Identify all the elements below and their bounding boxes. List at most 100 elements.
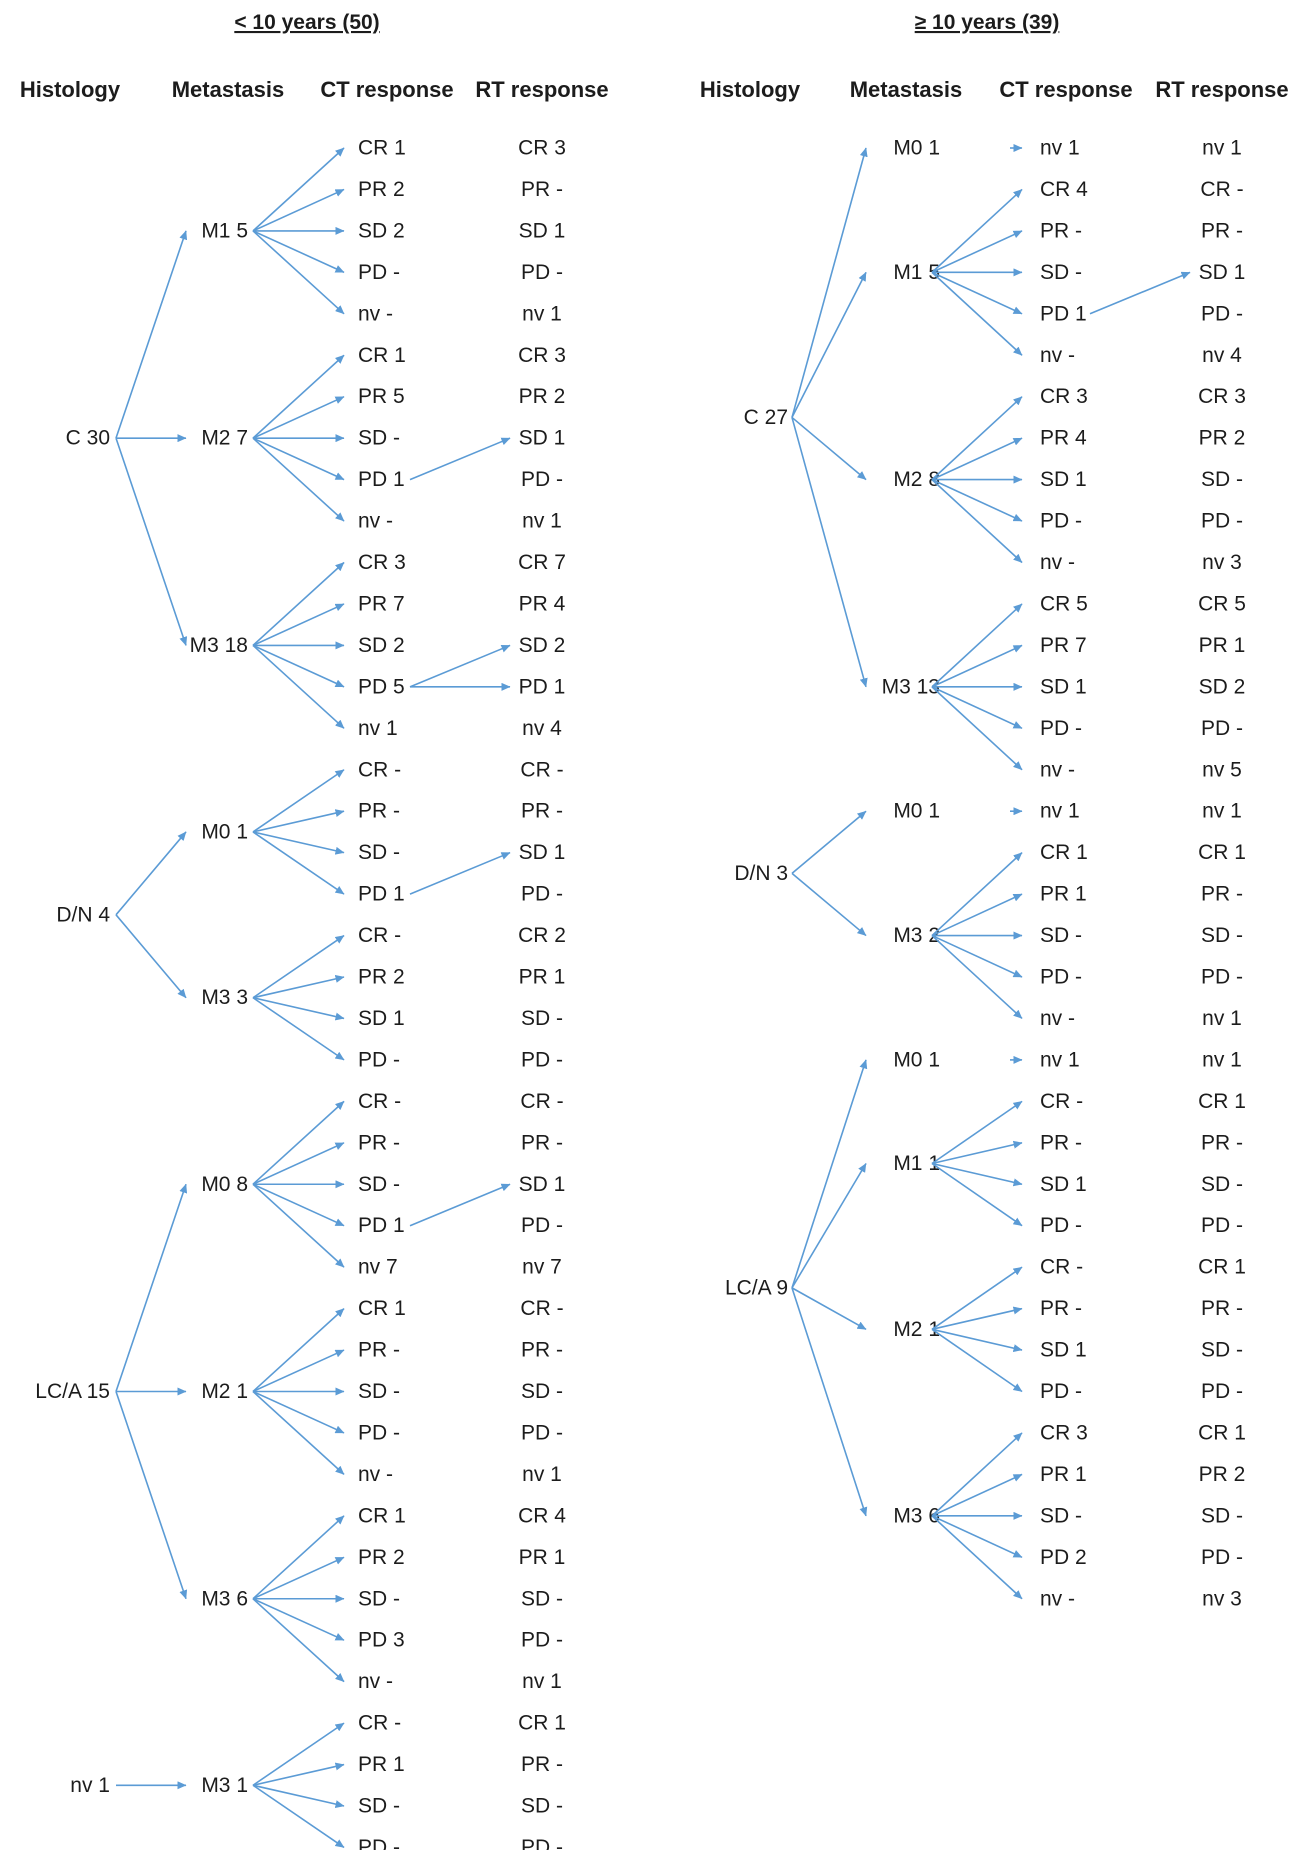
rt-response-node: nv 1 xyxy=(1202,1007,1242,1030)
metastasis-node: M3 3 xyxy=(201,986,248,1009)
arrow-left-metastasis-to-ct xyxy=(252,1183,345,1268)
rt-response-node: PR - xyxy=(1201,219,1243,242)
rt-response-node: nv 5 xyxy=(1202,758,1242,781)
ct-response-node: CR 1 xyxy=(358,1504,406,1527)
arrow-left-ct-to-rt xyxy=(409,851,511,895)
arrow-right-metastasis-to-ct xyxy=(931,934,1023,978)
arrow-left-metastasis-to-ct xyxy=(252,831,345,855)
metastasis-node: M3 18 xyxy=(190,634,248,657)
arrow-right-metastasis-to-ct xyxy=(931,852,1023,937)
arrow-right-metastasis-to-ct xyxy=(931,1328,1023,1353)
rt-response-node: CR 1 xyxy=(1198,1421,1246,1444)
arrow-right-metastasis-to-ct xyxy=(931,1162,1023,1187)
arrow-left-metastasis-to-ct xyxy=(252,1142,345,1185)
ct-response-node: nv - xyxy=(358,510,393,533)
ct-response-node: PD 5 xyxy=(358,675,405,698)
rt-response-node: nv 1 xyxy=(522,510,562,533)
arrow-left-metastasis-to-ct xyxy=(252,809,345,833)
rt-response-node: CR 1 xyxy=(518,1712,566,1735)
arrow-left-metastasis-to-ct xyxy=(252,644,345,729)
arrow-right-histology-to-metastasis xyxy=(791,271,867,418)
arrow-right-metastasis-to-ct xyxy=(931,603,1023,688)
ct-response-node: PR 2 xyxy=(358,1546,405,1569)
arrow-left-metastasis-to-ct xyxy=(252,188,345,232)
ct-response-node: CR - xyxy=(358,1712,401,1735)
arrow-right-metastasis-to-ct xyxy=(931,1328,1023,1393)
arrow-right-histology-to-metastasis xyxy=(791,1163,867,1289)
arrow-left-metastasis-to-ct xyxy=(252,974,345,999)
arrow-left-metastasis-to-ct xyxy=(252,1349,345,1393)
arrow-left-metastasis-to-ct xyxy=(252,437,345,522)
ct-response-node: CR 3 xyxy=(1040,1421,1088,1444)
rt-response-node: SD - xyxy=(1201,1504,1243,1527)
arrow-right-metastasis-to-ct xyxy=(931,686,1023,730)
arrow-right-metastasis-to-ct xyxy=(931,1515,1023,1600)
rt-response-node: PR - xyxy=(521,1339,563,1362)
ct-response-node: CR 1 xyxy=(358,137,406,160)
ct-response-node: nv - xyxy=(1040,758,1075,781)
metastasis-node: M0 1 xyxy=(893,800,940,823)
ct-response-node: PD - xyxy=(1040,1214,1082,1237)
ct-response-node: CR 3 xyxy=(358,551,406,574)
rt-response-node: SD 2 xyxy=(1199,675,1246,698)
rt-response-node: PD 1 xyxy=(519,675,566,698)
ct-response-node: nv - xyxy=(1040,1587,1075,1610)
arrow-right-metastasis-to-ct xyxy=(931,1306,1023,1331)
metastasis-node: M2 7 xyxy=(201,427,248,450)
rt-response-node: PR - xyxy=(1201,883,1243,906)
header-rt-response-right: RT response xyxy=(1155,77,1288,102)
arrow-left-metastasis-to-ct xyxy=(252,1308,345,1393)
panel-title-left: < 10 years (50) xyxy=(234,11,379,34)
ct-response-node: nv 1 xyxy=(358,717,398,740)
rt-response-node: PR 2 xyxy=(519,385,566,408)
metastasis-node: M3 2 xyxy=(893,924,940,947)
metastasis-node: M1 5 xyxy=(893,261,940,284)
arrow-left-metastasis-to-ct xyxy=(252,769,345,833)
header-histology-right: Histology xyxy=(700,77,801,102)
arrow-left-histology-to-metastasis xyxy=(115,437,188,646)
arrow-right-histology-to-metastasis xyxy=(791,810,867,874)
ct-response-node: PR 7 xyxy=(358,592,405,615)
rt-response-node: CR 4 xyxy=(518,1504,566,1527)
arrow-right-metastasis-to-ct xyxy=(931,1473,1023,1517)
header-metastasis-right: Metastasis xyxy=(850,77,963,102)
rt-response-node: SD 2 xyxy=(519,634,566,657)
rt-response-node: PR - xyxy=(521,1131,563,1154)
ct-response-node: nv 1 xyxy=(1040,800,1080,823)
rt-response-node: SD - xyxy=(1201,468,1243,491)
ct-response-node: nv - xyxy=(1040,344,1075,367)
ct-response-node: SD - xyxy=(358,1173,400,1196)
ct-response-node: PR - xyxy=(358,800,400,823)
ct-response-node: PR 4 xyxy=(1040,427,1087,450)
ct-response-node: SD - xyxy=(358,427,400,450)
rt-response-node: PD - xyxy=(521,1629,563,1652)
header-rt-response-left: RT response xyxy=(475,77,608,102)
ct-response-node: PD 1 xyxy=(358,883,405,906)
ct-response-node: PR - xyxy=(358,1131,400,1154)
arrow-left-metastasis-to-ct xyxy=(252,1722,345,1786)
ct-response-node: nv - xyxy=(358,1463,393,1486)
rt-response-node: SD 1 xyxy=(519,427,566,450)
ct-response-node: PR 2 xyxy=(358,178,405,201)
rt-response-node: PD - xyxy=(1201,510,1243,533)
panel-title-right: ≥ 10 years (39) xyxy=(915,11,1060,34)
ct-response-node: SD 1 xyxy=(1040,675,1087,698)
rt-response-node: PR 1 xyxy=(1199,634,1246,657)
ct-response-node: PR - xyxy=(1040,219,1082,242)
metastasis-node: M3 6 xyxy=(893,1504,940,1527)
arrow-right-histology-to-metastasis xyxy=(791,1059,868,1289)
ct-response-node: nv 1 xyxy=(1040,137,1080,160)
ct-response-node: PD 2 xyxy=(1040,1546,1087,1569)
rt-response-node: CR 3 xyxy=(518,344,566,367)
rt-response-node: PR 1 xyxy=(519,1546,566,1569)
rt-response-node: PR - xyxy=(1201,1131,1243,1154)
rt-response-node: PD - xyxy=(521,1214,563,1237)
ct-response-node: PR 1 xyxy=(1040,1463,1087,1486)
ct-response-node: CR 4 xyxy=(1040,178,1088,201)
arrow-left-metastasis-to-ct xyxy=(252,437,345,481)
ct-response-node: SD - xyxy=(1040,261,1082,284)
histology-node: D/N 4 xyxy=(56,903,110,926)
ct-response-node: PR 1 xyxy=(358,1753,405,1776)
ct-response-node: CR - xyxy=(358,924,401,947)
